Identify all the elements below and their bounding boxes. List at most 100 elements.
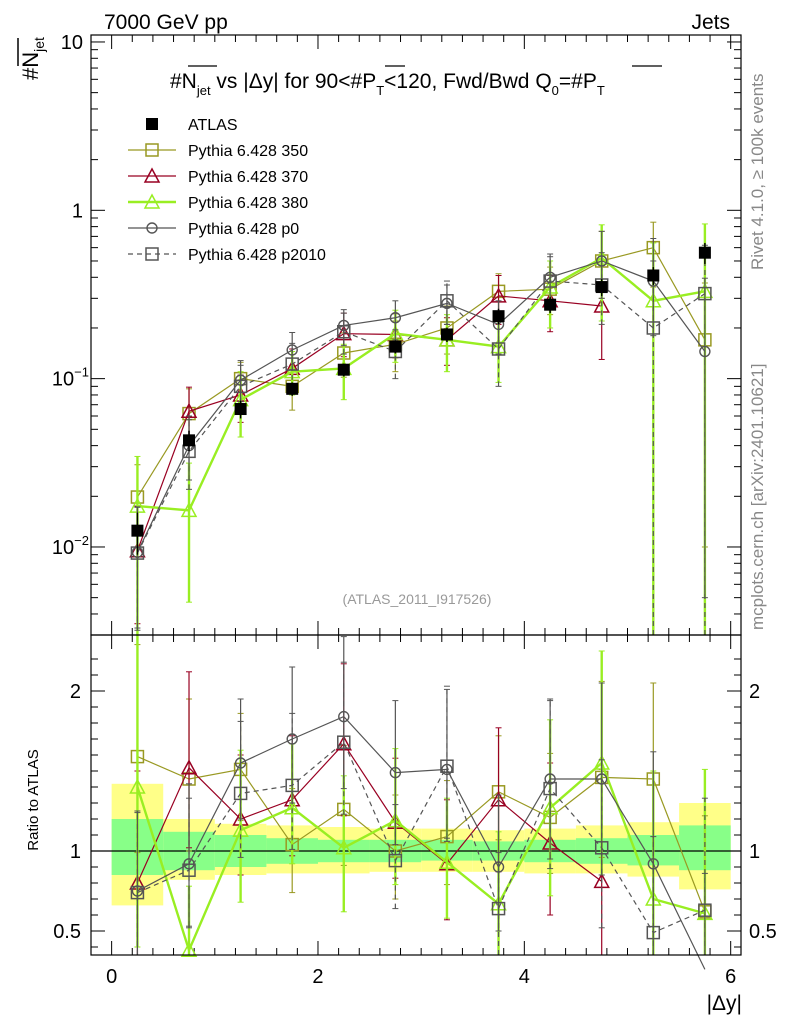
ratio-point-p380 — [335, 839, 353, 855]
main-y-tick-label: 1 — [72, 200, 83, 222]
series-line-p380 — [137, 256, 706, 512]
point-atlas — [131, 524, 144, 537]
point-atlas — [389, 340, 402, 353]
ratio-point-p2010 — [233, 786, 248, 801]
series-p350 — [130, 221, 712, 548]
mcplots-label: mcplots.cern.ch [arXiv:2401.10621] — [748, 364, 767, 630]
ratio-point-p0 — [286, 733, 298, 745]
legend-label-p0: Pythia 6.428 p0 — [188, 221, 299, 238]
ratio-point-p2010 — [285, 778, 299, 793]
series-p2010 — [130, 244, 712, 636]
ratio-point-p2010 — [698, 903, 712, 917]
legend-label-p380: Pythia 6.428 380 — [188, 195, 308, 212]
legend-marker-p0 — [146, 222, 158, 234]
point-atlas — [544, 298, 557, 311]
ratio-point-p370 — [180, 759, 198, 775]
ratio-point-p2010 — [646, 925, 661, 940]
ratio-line-p350 — [137, 756, 706, 913]
ratio-point-p380 — [129, 778, 146, 794]
ratio-point-p2010 — [130, 885, 145, 900]
main-y-tick-label: 10−1 — [52, 365, 89, 391]
point-p0 — [441, 297, 453, 310]
legend-marker-p380 — [143, 193, 161, 209]
ratio-frame — [90, 634, 742, 956]
header-left: 7000 GeV pp — [104, 11, 228, 34]
point-p2010 — [646, 321, 661, 335]
point-p2010 — [337, 324, 351, 339]
series-p380 — [129, 223, 714, 636]
main-ylabel: #Njet — [17, 37, 47, 80]
point-atlas — [492, 310, 505, 323]
ratio-point-p2010 — [388, 853, 403, 868]
main-y-tick-label: 10−2 — [52, 533, 89, 559]
ratio-point-p2010 — [182, 863, 196, 877]
ratio-point-p0 — [647, 858, 660, 870]
legend-marker-atlas — [146, 118, 158, 130]
point-atlas — [647, 269, 660, 282]
ratio-y-tick-label: 2 — [70, 681, 81, 703]
legend-item-p370: Pythia 6.428 370 — [128, 167, 308, 186]
ratio-series-p0 — [131, 636, 708, 970]
point-p0 — [286, 344, 298, 356]
series-p370 — [129, 265, 610, 625]
series-atlas — [131, 242, 711, 555]
legend-marker-p2010 — [145, 247, 159, 261]
ratio-y-tick-label: 0.5 — [53, 921, 81, 943]
point-atlas — [595, 281, 608, 294]
series-line-p350 — [136, 246, 706, 498]
legend-item-p0: Pythia 6.428 p0 — [128, 221, 299, 238]
main-panel: 10 1 10−1 10−2 — [52, 32, 741, 636]
ratio-series-p370 — [129, 663, 610, 956]
series-line-p0 — [136, 260, 706, 553]
ratio-point-p2010 — [440, 759, 454, 773]
ratio-y-tick-label-right: 1 — [749, 841, 760, 863]
main-y-axis: 10 1 10−1 10−2 — [52, 32, 741, 636]
series-line-p2010 — [136, 280, 706, 554]
ratio-y-tick-label-right: 2 — [749, 681, 760, 703]
series-line-p370 — [136, 295, 602, 551]
ratio-x-tick-label: 6 — [725, 966, 736, 988]
point-atlas — [698, 246, 711, 259]
ratio-point-p380 — [438, 853, 456, 869]
ratio-ylabel: Ratio to ATLAS — [25, 749, 42, 850]
ratio-point-p0 — [389, 766, 402, 779]
ratio-xlabel: |Δy| — [707, 992, 742, 1015]
ratio-series-p2010 — [130, 661, 712, 956]
legend-marker-p350 — [145, 143, 159, 157]
point-atlas — [183, 434, 196, 447]
ratio-series-p350 — [130, 644, 712, 956]
point-p2010 — [233, 379, 248, 394]
point-atlas — [337, 363, 350, 376]
point-p2010 — [440, 294, 454, 308]
legend-label-atlas: ATLAS — [188, 117, 238, 134]
legend-item-p380: Pythia 6.428 380 — [128, 193, 308, 212]
header-right: Jets — [691, 11, 730, 34]
point-p380 — [180, 501, 198, 518]
ratio-x-tick-label: 2 — [312, 966, 323, 988]
legend-item-p2010: Pythia 6.428 p2010 — [128, 247, 326, 264]
ratio-point-p380 — [180, 941, 198, 957]
point-p0 — [389, 312, 402, 324]
legend-label-p2010: Pythia 6.428 p2010 — [188, 247, 326, 264]
legend-marker-p370 — [143, 167, 161, 183]
ratio-point-p2010 — [491, 901, 506, 916]
point-p2010 — [698, 286, 712, 301]
svg-text:#Njet: #Njet — [18, 37, 47, 80]
ratio-x-tick-label: 0 — [106, 966, 117, 988]
ratio-y-tick-label-right: 0.5 — [749, 921, 777, 943]
point-atlas — [234, 403, 247, 416]
rivet-label: Rivet 4.1.0, ≥ 100k events — [748, 74, 767, 270]
analysis-watermark: (ATLAS_2011_I917526) — [343, 591, 492, 607]
ratio-point-p380 — [283, 799, 301, 815]
ratio-point-p2010 — [594, 841, 609, 855]
ratio-line-p0 — [137, 715, 706, 970]
legend-item-atlas: ATLAS — [146, 117, 238, 134]
ratio-line-p380 — [136, 760, 706, 954]
ratio-point-p2010 — [543, 781, 557, 796]
legend-item-p350: Pythia 6.428 350 — [128, 143, 308, 160]
series-p0 — [131, 230, 711, 629]
legend-label-p350: Pythia 6.428 350 — [188, 143, 308, 160]
ratio-y-tick-label: 1 — [70, 841, 81, 863]
point-p2010 — [543, 274, 557, 288]
